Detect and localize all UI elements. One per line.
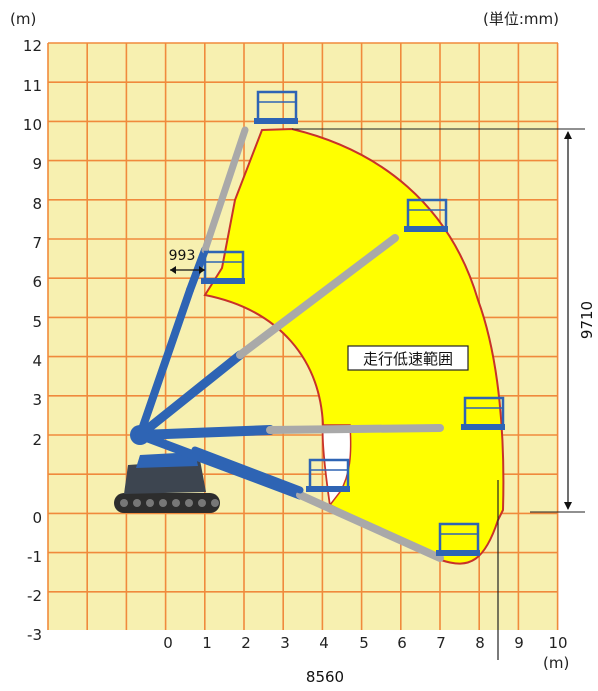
y-tick-label: 9	[32, 155, 42, 173]
track-roller	[159, 499, 167, 507]
basket-lower-right-floor	[436, 550, 480, 556]
basket-right-floor	[461, 424, 505, 430]
track-roller	[211, 499, 219, 507]
basket-left-floor	[201, 278, 245, 284]
x-tick-label: 10	[548, 634, 567, 652]
x-tick-label: 8	[475, 634, 485, 652]
track-roller	[120, 499, 128, 507]
outreach-offset-value: 993	[169, 248, 196, 264]
y-tick-label: -1	[27, 548, 42, 566]
boom-pos-3-ext	[266, 424, 444, 434]
basket-lower-mid-floor	[306, 486, 350, 492]
dimension-layer	[170, 128, 585, 660]
x-tick-label: 0	[163, 634, 173, 652]
track-roller	[185, 499, 193, 507]
x-tick-label: 9	[514, 634, 524, 652]
y-tick-label: 10	[23, 116, 42, 134]
track-roller	[133, 499, 141, 507]
zone-label-box	[347, 345, 469, 371]
machine-layer	[114, 90, 505, 562]
boom-pos-4-ext	[296, 491, 444, 562]
y-tick-label: 8	[32, 195, 42, 213]
max-height-value: 9710	[578, 301, 596, 339]
y-tick-label: 7	[32, 234, 42, 252]
turret	[136, 452, 198, 468]
jib-top	[201, 126, 249, 254]
zone-label: 走行低速範囲	[363, 350, 453, 368]
y-tick-label: 4	[32, 352, 42, 370]
track-roller	[146, 499, 154, 507]
offset-arrow-right	[199, 266, 205, 274]
x-tick-label: 6	[397, 634, 407, 652]
track-roller	[198, 499, 206, 507]
x-tick-label: 5	[359, 634, 369, 652]
x-axis-unit-label: (m)	[543, 654, 569, 672]
y-tick-label: 3	[32, 391, 42, 409]
height-arrow-bottom	[564, 502, 572, 510]
basket-upper-right-floor	[404, 226, 448, 232]
x-tick-label: 7	[436, 634, 446, 652]
track-roller	[172, 499, 180, 507]
boom-pos-3	[135, 425, 275, 440]
machine-body	[124, 460, 206, 494]
y-tick-label: 0	[32, 509, 42, 527]
boom-pos-4	[135, 430, 305, 500]
y-tick-label: 11	[23, 77, 42, 95]
basket-top-floor	[254, 118, 298, 124]
x-tick-label: 2	[241, 634, 251, 652]
y-tick-label: 2	[32, 431, 42, 449]
max-reach-value: 8560	[306, 668, 344, 686]
y-tick-label: -3	[27, 626, 42, 644]
dimension-unit-label: (単位:mm)	[483, 10, 559, 28]
main-boom-upper	[136, 286, 194, 439]
y-tick-label: 5	[32, 313, 42, 331]
x-tick-label: 1	[202, 634, 212, 652]
boom-pos-2-ext	[236, 234, 399, 359]
x-tick-label: 4	[319, 634, 329, 652]
y-tick-label: 12	[23, 37, 42, 55]
y-tick-label: 6	[32, 273, 42, 291]
x-tick-label: 3	[280, 634, 290, 652]
boom-pos-2	[135, 350, 245, 440]
height-arrow-top	[564, 131, 572, 139]
y-axis-unit-label: (m)	[10, 10, 36, 28]
offset-arrow-left	[170, 266, 176, 274]
y-tick-label: -2	[27, 587, 42, 605]
lower-boom	[191, 446, 304, 494]
